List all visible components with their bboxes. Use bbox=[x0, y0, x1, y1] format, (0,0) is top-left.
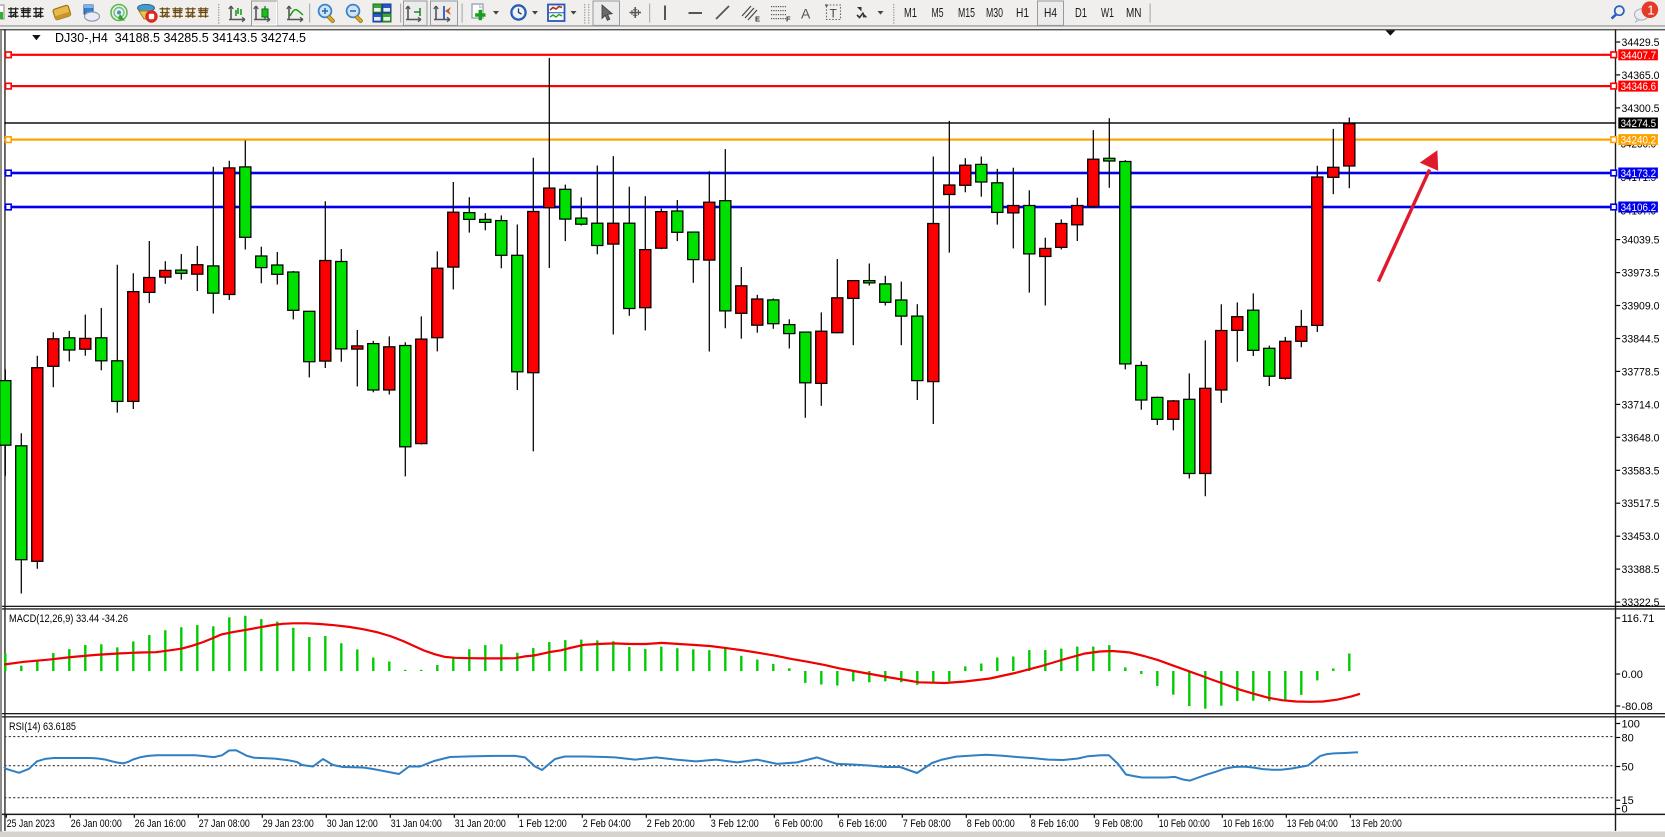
svg-text:2 Feb 20:00: 2 Feb 20:00 bbox=[647, 818, 695, 830]
svg-text:M1: M1 bbox=[904, 6, 917, 20]
svg-text:27 Jan 08:00: 27 Jan 08:00 bbox=[199, 818, 250, 830]
svg-text:T: T bbox=[830, 7, 838, 21]
svg-text:26 Jan 00:00: 26 Jan 00:00 bbox=[71, 818, 122, 830]
svg-text:33909.0: 33909.0 bbox=[1622, 301, 1660, 313]
svg-text:33517.5: 33517.5 bbox=[1622, 498, 1660, 510]
svg-text:33583.5: 33583.5 bbox=[1622, 465, 1660, 477]
svg-text:F: F bbox=[786, 15, 791, 24]
svg-text:80: 80 bbox=[1622, 733, 1634, 745]
svg-text:E: E bbox=[755, 15, 760, 24]
svg-text:34039.5: 34039.5 bbox=[1622, 235, 1660, 247]
svg-text:31 Jan 04:00: 31 Jan 04:00 bbox=[391, 818, 442, 830]
svg-text:33388.5: 33388.5 bbox=[1622, 564, 1660, 576]
svg-text:33322.5: 33322.5 bbox=[1622, 597, 1660, 609]
svg-text:-80.08: -80.08 bbox=[1622, 701, 1653, 713]
svg-text:RSI(14) 63.6185: RSI(14) 63.6185 bbox=[9, 721, 76, 733]
svg-text:34240.2: 34240.2 bbox=[1621, 135, 1657, 147]
svg-text:100: 100 bbox=[1622, 719, 1640, 731]
svg-text:A: A bbox=[801, 6, 811, 22]
svg-text:M15: M15 bbox=[958, 6, 975, 20]
svg-text:2 Feb 04:00: 2 Feb 04:00 bbox=[583, 818, 631, 830]
svg-text:W1: W1 bbox=[1101, 6, 1114, 20]
svg-text:34300.5: 34300.5 bbox=[1622, 103, 1660, 115]
svg-text:34346.6: 34346.6 bbox=[1621, 81, 1657, 93]
svg-text:10 Feb 16:00: 10 Feb 16:00 bbox=[1223, 818, 1274, 830]
svg-text:MN: MN bbox=[1126, 6, 1142, 20]
svg-text:10 Feb 00:00: 10 Feb 00:00 bbox=[1159, 818, 1210, 830]
svg-text:M5: M5 bbox=[932, 6, 944, 20]
svg-text:DJ30-,H4 34188.5 34285.5 3414: DJ30-,H4 34188.5 34285.5 34143.5 34274.5 bbox=[55, 30, 306, 45]
svg-text:25 Jan 2023: 25 Jan 2023 bbox=[7, 818, 55, 830]
svg-text:31 Jan 20:00: 31 Jan 20:00 bbox=[455, 818, 506, 830]
svg-text:33844.5: 33844.5 bbox=[1622, 334, 1660, 346]
svg-text:MACD(12,26,9) 33.44 -34.26: MACD(12,26,9) 33.44 -34.26 bbox=[9, 613, 128, 625]
svg-text:116.71: 116.71 bbox=[1622, 613, 1655, 625]
svg-text:8 Feb 16:00: 8 Feb 16:00 bbox=[1031, 818, 1079, 830]
svg-text:33714.0: 33714.0 bbox=[1622, 399, 1660, 411]
svg-text:H4: H4 bbox=[1044, 6, 1057, 20]
svg-text:13 Feb 20:00: 13 Feb 20:00 bbox=[1351, 818, 1402, 830]
svg-text:D1: D1 bbox=[1075, 6, 1087, 20]
svg-text:30 Jan 12:00: 30 Jan 12:00 bbox=[327, 818, 378, 830]
svg-text:33973.5: 33973.5 bbox=[1622, 268, 1660, 280]
svg-text:34173.2: 34173.2 bbox=[1621, 168, 1657, 180]
svg-text:0: 0 bbox=[1622, 804, 1628, 816]
svg-text:1 Feb 12:00: 1 Feb 12:00 bbox=[519, 818, 567, 830]
svg-text:15: 15 bbox=[1622, 795, 1634, 807]
svg-text:50: 50 bbox=[1622, 762, 1634, 774]
svg-text:34429.5: 34429.5 bbox=[1622, 37, 1660, 49]
svg-text:M30: M30 bbox=[986, 6, 1003, 20]
svg-text:6 Feb 16:00: 6 Feb 16:00 bbox=[839, 818, 887, 830]
svg-text:3 Feb 12:00: 3 Feb 12:00 bbox=[711, 818, 759, 830]
svg-text:34365.0: 34365.0 bbox=[1622, 70, 1660, 82]
svg-text:29 Jan 23:00: 29 Jan 23:00 bbox=[263, 818, 314, 830]
svg-text:H1: H1 bbox=[1016, 6, 1029, 20]
svg-text:33648.0: 33648.0 bbox=[1622, 432, 1660, 444]
svg-text:7 Feb 08:00: 7 Feb 08:00 bbox=[903, 818, 951, 830]
svg-text:26 Jan 16:00: 26 Jan 16:00 bbox=[135, 818, 186, 830]
svg-text:8 Feb 00:00: 8 Feb 00:00 bbox=[967, 818, 1015, 830]
svg-text:33778.5: 33778.5 bbox=[1622, 366, 1660, 378]
svg-text:34274.5: 34274.5 bbox=[1621, 118, 1657, 130]
svg-text:9 Feb 08:00: 9 Feb 08:00 bbox=[1095, 818, 1143, 830]
svg-text:6 Feb 00:00: 6 Feb 00:00 bbox=[775, 818, 823, 830]
svg-text:34407.7: 34407.7 bbox=[1621, 50, 1657, 62]
svg-text:13 Feb 04:00: 13 Feb 04:00 bbox=[1287, 818, 1338, 830]
svg-text:0.00: 0.00 bbox=[1622, 669, 1643, 681]
svg-text:1: 1 bbox=[1647, 2, 1654, 17]
svg-text:34106.2: 34106.2 bbox=[1621, 202, 1657, 214]
svg-text:33453.0: 33453.0 bbox=[1622, 531, 1660, 543]
